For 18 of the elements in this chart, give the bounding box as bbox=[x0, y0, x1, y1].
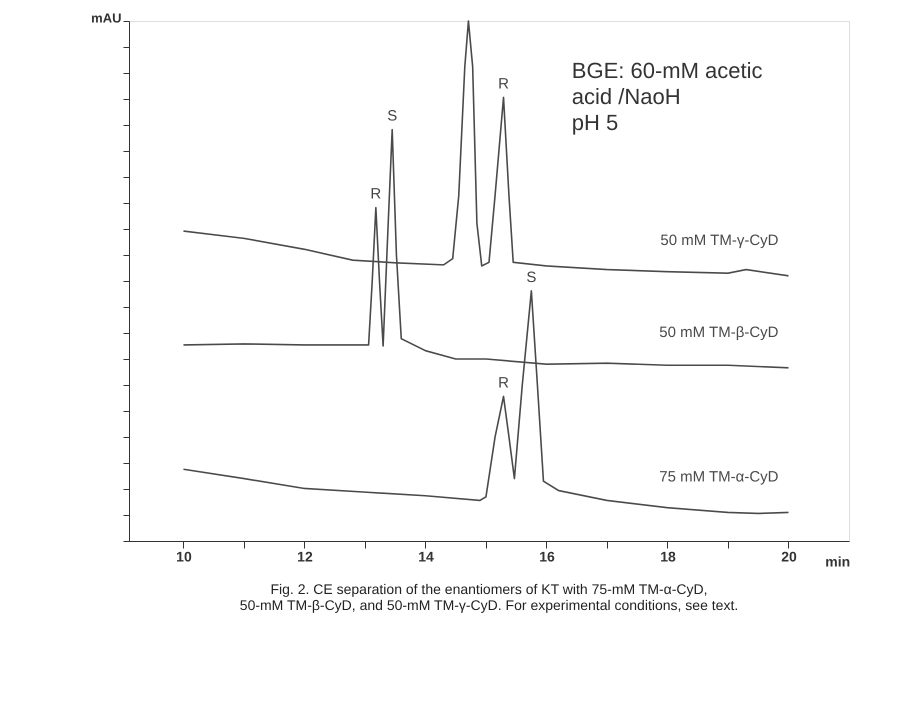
series-label: 50 mM TM-β-CyD bbox=[659, 324, 779, 341]
caption: Fig. 2. CE separation of the enantiomers of KT with 75-mM TM-α-CyD, 50-mM TM-β-CyD, and 50-mM TM-γ-CyD. For experimental conditions, see text. bbox=[240, 581, 738, 613]
x-tick-label: 18 bbox=[660, 548, 676, 564]
x-tick-label: 14 bbox=[418, 548, 434, 564]
series-label: 75 mM TM-α-CyD bbox=[659, 468, 779, 486]
x-tick-label: 10 bbox=[176, 548, 192, 564]
x-axis-title: min bbox=[825, 554, 850, 570]
annotation: S bbox=[387, 108, 398, 125]
annotation: BGE: 60-mM acetic acid /NaoH pH 5 bbox=[572, 58, 763, 135]
annotation: S bbox=[526, 268, 536, 286]
x-tick-label: 20 bbox=[781, 548, 797, 564]
annotation: R bbox=[498, 75, 510, 92]
annotation: R bbox=[370, 186, 382, 203]
y-axis-title: mAU bbox=[91, 10, 122, 26]
x-tick-label: 16 bbox=[539, 548, 555, 564]
x-tick-label: 12 bbox=[297, 548, 313, 564]
series-label: 50 mM TM-γ-CyD bbox=[660, 232, 779, 249]
annotation: R bbox=[498, 374, 510, 392]
